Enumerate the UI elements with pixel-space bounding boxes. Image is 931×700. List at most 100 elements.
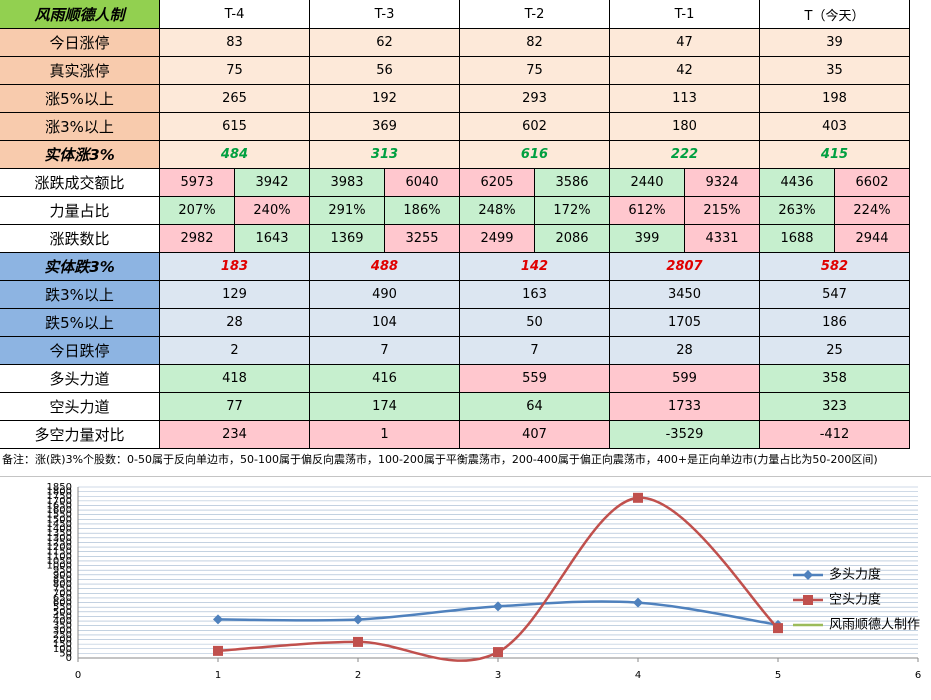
row-label: 涨跌数比 <box>0 225 160 253</box>
table-cell: 416 <box>310 365 460 393</box>
marker <box>493 601 503 612</box>
y-tick-label: 650 <box>53 593 72 604</box>
legend-label: 多头力度 <box>829 567 881 583</box>
marker <box>213 614 223 625</box>
table-cell: 484 <box>160 141 310 169</box>
table-cell: 28 <box>160 309 310 337</box>
table-cell: 192 <box>310 85 460 113</box>
table-cell: 222 <box>610 141 760 169</box>
table-cell: 186 <box>760 309 910 337</box>
table-cell: 2086 <box>535 225 610 253</box>
marker <box>633 492 643 503</box>
table-cell: 407 <box>460 421 610 449</box>
y-tick-label: 200 <box>53 635 72 646</box>
table-cell: 39 <box>760 29 910 57</box>
row-label: 力量占比 <box>0 197 160 225</box>
legend-label: 风雨顺德人制作 <box>829 618 920 633</box>
row-label: 真实涨停 <box>0 57 160 85</box>
y-tick-label: 950 <box>53 565 72 576</box>
table-cell: 25 <box>760 337 910 365</box>
y-tick-label: 400 <box>53 616 72 627</box>
y-tick-label: 1300 <box>47 533 72 544</box>
table-cell: 488 <box>310 253 460 281</box>
y-tick-label: 1500 <box>47 514 72 525</box>
table-cell: 5973 <box>160 169 235 197</box>
table-cell: 172% <box>535 197 610 225</box>
table-cell: 4331 <box>685 225 760 253</box>
y-tick-label: 750 <box>53 584 72 595</box>
table-cell: 2440 <box>610 169 685 197</box>
series-line <box>217 496 779 662</box>
y-tick-label: 0 <box>66 653 72 664</box>
note: 备注：涨(跌)3%个股数：0-50属于反向单边市，50-100属于偏反向震荡市，… <box>2 453 878 466</box>
table-cell: 224% <box>835 197 910 225</box>
row-label: 跌3%以上 <box>0 281 160 309</box>
table-cell: 240% <box>235 197 310 225</box>
y-tick-label: 250 <box>53 630 72 641</box>
table-cell: 77 <box>160 393 310 421</box>
table-cell: 1705 <box>610 309 760 337</box>
row-label: 空头力道 <box>0 393 160 421</box>
y-tick-label: 1250 <box>47 537 72 548</box>
row-label: 多空力量对比 <box>0 421 160 449</box>
table-cell: 3255 <box>385 225 460 253</box>
table-cell: 9324 <box>685 169 760 197</box>
table-cell: 418 <box>160 365 310 393</box>
table-cell: 403 <box>760 113 910 141</box>
table-cell: 615 <box>160 113 310 141</box>
table-cell: 358 <box>760 365 910 393</box>
table-cell: 6602 <box>835 169 910 197</box>
y-tick-label: 300 <box>53 625 72 636</box>
column-header: T（今天） <box>760 0 910 29</box>
table-cell: 2807 <box>610 253 760 281</box>
table-cell: 180 <box>610 113 760 141</box>
table-cell: 323 <box>760 393 910 421</box>
chart: 0501001502002503003504004505005506006507… <box>0 476 931 681</box>
table-cell: 6040 <box>385 169 460 197</box>
table-cell: 3450 <box>610 281 760 309</box>
table-cell: 399 <box>610 225 685 253</box>
column-header: T-2 <box>460 0 610 29</box>
y-tick-label: 600 <box>53 598 72 609</box>
table-cell: 547 <box>760 281 910 309</box>
legend-marker <box>803 570 813 580</box>
y-tick-label: 1150 <box>47 547 72 558</box>
y-tick-label: 1550 <box>47 510 72 521</box>
table-cell: 265 <box>160 85 310 113</box>
table-cell: 582 <box>760 253 910 281</box>
row-label: 实体涨3% <box>0 141 160 169</box>
y-tick-label: 1800 <box>47 487 72 498</box>
table-cell: 35 <box>760 57 910 85</box>
table-cell: 293 <box>460 85 610 113</box>
table-cell: 207% <box>160 197 235 225</box>
table-cell: 1733 <box>610 393 760 421</box>
y-tick-label: 850 <box>53 574 72 585</box>
row-label: 今日涨停 <box>0 29 160 57</box>
table-cell: 369 <box>310 113 460 141</box>
y-tick-label: 1850 <box>47 482 72 493</box>
y-tick-label: 1050 <box>47 556 72 567</box>
marker <box>493 647 503 658</box>
column-header: T-4 <box>160 0 310 29</box>
x-tick-label: 6 <box>915 670 921 681</box>
marker <box>353 614 363 625</box>
y-tick-label: 1600 <box>47 505 72 516</box>
table-cell: 183 <box>160 253 310 281</box>
x-tick-label: 3 <box>495 670 501 681</box>
marker <box>213 645 223 656</box>
table-cell: 612% <box>610 197 685 225</box>
row-label: 实体跌3% <box>0 253 160 281</box>
table-cell: 248% <box>460 197 535 225</box>
table-cell: 7 <box>310 337 460 365</box>
table-cell: 602 <box>460 113 610 141</box>
table-cell: 47 <box>610 29 760 57</box>
row-label: 涨3%以上 <box>0 113 160 141</box>
table-cell: 174 <box>310 393 460 421</box>
row-label: 涨5%以上 <box>0 85 160 113</box>
y-tick-label: 700 <box>53 588 72 599</box>
table-cell: -412 <box>760 421 910 449</box>
y-tick-label: 1400 <box>47 524 72 535</box>
table-cell: 415 <box>760 141 910 169</box>
table-cell: 3942 <box>235 169 310 197</box>
